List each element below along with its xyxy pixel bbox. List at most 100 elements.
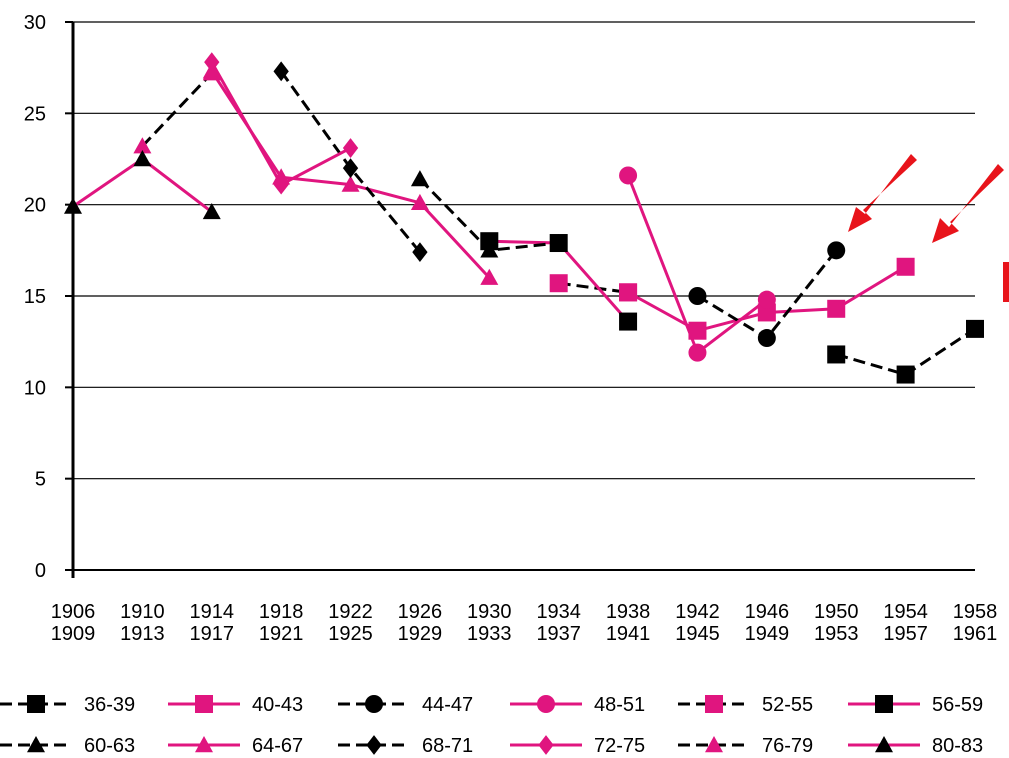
x-tick-label-line: 1913	[120, 623, 165, 645]
x-tick-label-line: 1941	[606, 623, 651, 645]
marker	[273, 174, 289, 195]
marker	[688, 321, 707, 340]
legend-label: 44-47	[422, 694, 473, 716]
x-tick-label-line: 1950	[814, 601, 859, 623]
marker	[410, 193, 429, 211]
x-tick-label: 1910 1913	[120, 601, 165, 645]
x-tick-label-line: 1946	[745, 601, 790, 623]
marker	[549, 234, 568, 251]
marker	[549, 274, 568, 293]
x-tick-label: 1938 1941	[606, 601, 651, 645]
legend-marker	[27, 695, 45, 713]
x-tick-label-line: 1909	[51, 623, 96, 645]
marker	[133, 137, 152, 154]
x-tick-label: 1930 1933	[467, 601, 512, 645]
marker	[896, 365, 915, 384]
x-tick-label-line: 1945	[675, 623, 720, 645]
legend-label: 40-43	[252, 694, 303, 716]
x-tick-label: 1958 1961	[953, 601, 998, 645]
marker	[619, 166, 638, 185]
x-tick-label: 1950 1953	[814, 601, 859, 645]
x-tick-label: 1906 1909	[51, 601, 96, 645]
x-tick-label: 1926 1929	[398, 601, 443, 645]
legend-marker	[705, 736, 723, 753]
legend-marker	[195, 736, 213, 753]
legend-marker	[538, 735, 554, 755]
marker	[827, 241, 846, 260]
marker	[757, 290, 776, 309]
legend-label: 52-55	[762, 694, 813, 716]
marker	[827, 299, 846, 318]
x-tick-label-line: 1942	[675, 601, 720, 623]
annotation-arrows	[848, 154, 1009, 302]
legend-label: 60-63	[84, 735, 135, 757]
legend-label: 68-71	[422, 735, 473, 757]
marker	[342, 158, 359, 179]
x-tick-label-line: 1949	[745, 623, 790, 645]
y-tick-label: 10	[24, 377, 46, 399]
series-line	[72, 157, 213, 214]
x-tick-label-line: 1925	[328, 623, 373, 645]
marker	[480, 268, 499, 285]
legend-marker	[195, 695, 213, 713]
x-tick-label-line: 1922	[328, 601, 373, 623]
legend-label: 36-39	[84, 694, 135, 716]
red-mark	[1003, 262, 1009, 302]
x-tick-label-line: 1914	[190, 601, 235, 623]
marker	[896, 257, 915, 276]
x-tick-label-line: 1933	[467, 623, 512, 645]
legend-marker	[875, 695, 893, 713]
red-arrow	[932, 164, 1004, 243]
marker	[342, 138, 359, 158]
marker	[133, 150, 152, 167]
series-line	[141, 72, 213, 148]
legend-label: 48-51	[594, 694, 645, 716]
x-tick-label: 1942 1945	[675, 601, 720, 645]
marker	[273, 61, 289, 82]
x-tick-label: 1914 1917	[190, 601, 235, 645]
legend-marker	[366, 735, 382, 755]
marker	[480, 232, 499, 251]
y-tick-label: 25	[24, 103, 46, 125]
legend-marker	[875, 736, 893, 753]
legend-label: 56-59	[932, 694, 983, 716]
marker	[757, 329, 776, 348]
y-tick-label: 0	[35, 560, 46, 582]
x-tick-label-line: 1937	[536, 623, 581, 645]
marker	[410, 170, 429, 187]
x-tick-label-line: 1961	[953, 623, 998, 645]
marker	[412, 242, 428, 263]
marker	[827, 345, 846, 364]
x-tick-label-line: 1917	[190, 623, 235, 645]
x-tick-label-line: 1930	[467, 601, 512, 623]
x-tick-label-line: 1938	[606, 601, 651, 623]
x-tick-label-line: 1953	[814, 623, 859, 645]
marker	[204, 52, 220, 73]
x-tick-label-line: 1918	[259, 601, 304, 623]
legend-label: 80-83	[932, 735, 983, 757]
y-tick-label: 5	[35, 469, 46, 491]
x-tick-label-line: 1957	[883, 623, 928, 645]
marker	[619, 283, 638, 302]
legend-label: 64-67	[252, 735, 303, 757]
legend-marker	[705, 695, 723, 713]
marker	[341, 175, 360, 192]
x-tick-label-line: 1929	[398, 623, 443, 645]
marker	[757, 303, 776, 322]
x-tick-label: 1954 1957	[883, 601, 928, 645]
x-tick-label: 1918 1921	[259, 601, 304, 645]
legend-marker	[27, 736, 45, 753]
x-tick-label-line: 1910	[120, 601, 165, 623]
legend-marker	[365, 695, 383, 713]
x-tick-label: 1946 1949	[745, 601, 790, 645]
x-tick-label-line: 1958	[953, 601, 998, 623]
x-tick-label: 1934 1937	[536, 601, 581, 645]
marker	[966, 319, 984, 338]
marker	[688, 287, 707, 305]
x-tick-label-line: 1926	[398, 601, 443, 623]
marker	[202, 202, 221, 220]
marker	[480, 241, 499, 258]
x-tick-label: 1922 1925	[328, 601, 373, 645]
